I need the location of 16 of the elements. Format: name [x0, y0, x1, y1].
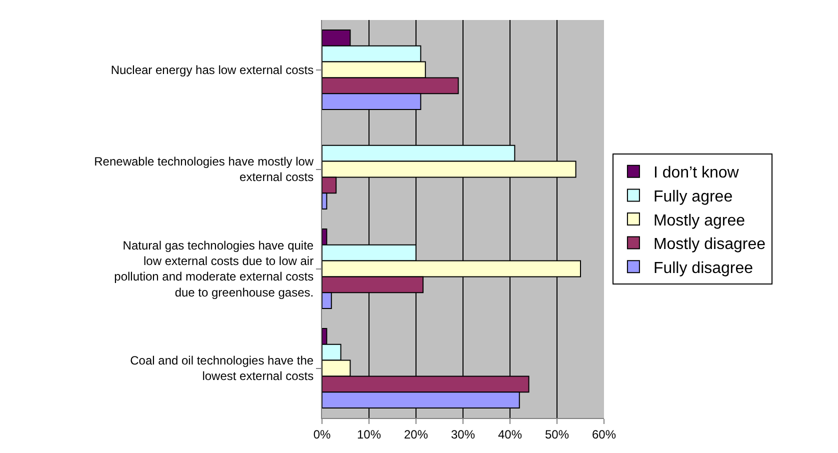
x-tick-label: 20%: [404, 427, 428, 442]
y-tick-label: Natural gas technologies have quite low external costs due to low air pollution and moderate external costs due to greenhouse gases.: [114, 238, 314, 300]
legend-label: Mostly agree: [653, 212, 746, 230]
y-tick-label: Renewable technologies have mostly low external costs: [94, 154, 314, 184]
x-tick-label: 40%: [498, 427, 522, 442]
legend-label: Fully agree: [653, 188, 733, 206]
legend-label: Mostly disagree: [653, 236, 766, 254]
legend-label: I don’t know: [653, 164, 740, 182]
x-tick-label: 0%: [313, 427, 331, 442]
y-tick-label: Nuclear energy has low external costs: [110, 62, 314, 77]
y-tick-label: Coal and oil technologies have the lowest external costs: [130, 354, 314, 384]
legend-label: Fully disagree: [653, 260, 754, 277]
x-tick-label: 50%: [544, 427, 570, 442]
x-tick-label: 60%: [592, 427, 616, 442]
x-tick-label: 30%: [450, 427, 476, 442]
x-tick-label: 10%: [356, 427, 382, 442]
